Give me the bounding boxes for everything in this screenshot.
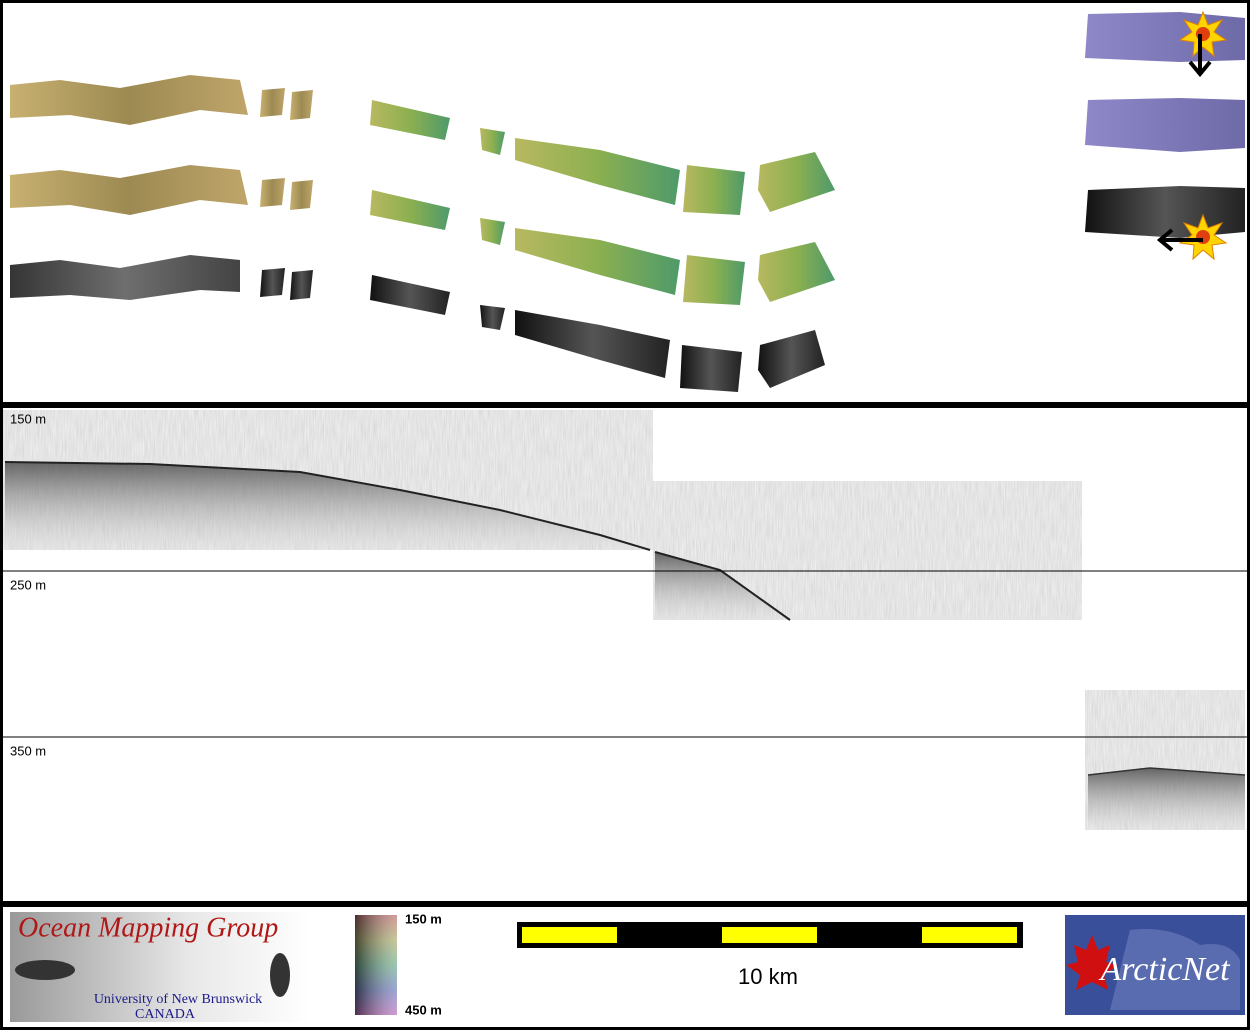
depth-label: 150 m [10, 411, 46, 426]
shape [1188, 60, 1212, 78]
sediment [5, 462, 650, 550]
shape [290, 270, 313, 300]
shape [10, 75, 248, 125]
scale-bar-segment [522, 927, 617, 943]
shape [370, 275, 450, 315]
shape [480, 128, 505, 155]
shape [680, 345, 742, 392]
logo-country: CANADA [135, 1007, 196, 1022]
colorbar: 150 m 450 m [355, 911, 442, 1017]
scale-bar-label: 10 km [738, 964, 798, 989]
shape [758, 152, 835, 212]
shape [1085, 186, 1245, 238]
shape [290, 90, 313, 120]
profile: 150 m 250 m 350 m [3, 410, 1247, 830]
logo-title: Ocean Mapping Group [18, 912, 278, 943]
omg-logo: Ocean Mapping Group University of New Br… [10, 912, 310, 1022]
colorbar-label: 150 m [405, 911, 442, 926]
logo-name: ArcticNet [1098, 951, 1231, 988]
divider [0, 901, 1250, 907]
seafloor-line [654, 551, 791, 621]
shape [515, 310, 670, 378]
swath-right [1085, 12, 1245, 238]
logo-map [1110, 929, 1240, 1010]
depth-label: 250 m [10, 577, 46, 592]
shape [480, 305, 505, 330]
logo-icon [15, 960, 75, 980]
shape [1085, 98, 1245, 152]
seafloor-line [4, 461, 651, 551]
scale-bar-segment [922, 927, 1017, 943]
shape [10, 255, 240, 300]
logo-university: University of New Brunswick [94, 992, 262, 1007]
shape [1156, 228, 1174, 252]
swath-row-tan [10, 75, 835, 305]
sediment [655, 552, 790, 620]
colorbar-label: 450 m [405, 1002, 442, 1017]
colorbar-shade [355, 915, 397, 1015]
shape [260, 268, 285, 297]
logo-icon [270, 953, 290, 997]
arcticnet-logo: ArcticNet [1065, 915, 1245, 1015]
shape [260, 88, 285, 117]
swath-maps [10, 10, 1245, 392]
swath-row-backscatter [10, 255, 825, 392]
divider [0, 402, 1250, 408]
shape [683, 165, 745, 215]
shape [10, 75, 835, 215]
depth-label: 350 m [10, 743, 46, 758]
scale-bar: 10 km [517, 922, 1023, 989]
sediment [1088, 768, 1245, 830]
shape [515, 138, 680, 205]
shape [758, 330, 825, 388]
marker-icons [1156, 10, 1228, 261]
shape [370, 100, 450, 140]
scale-bar-segment [722, 927, 817, 943]
seafloor-line [1087, 767, 1246, 776]
logo-leaf [1066, 935, 1118, 990]
